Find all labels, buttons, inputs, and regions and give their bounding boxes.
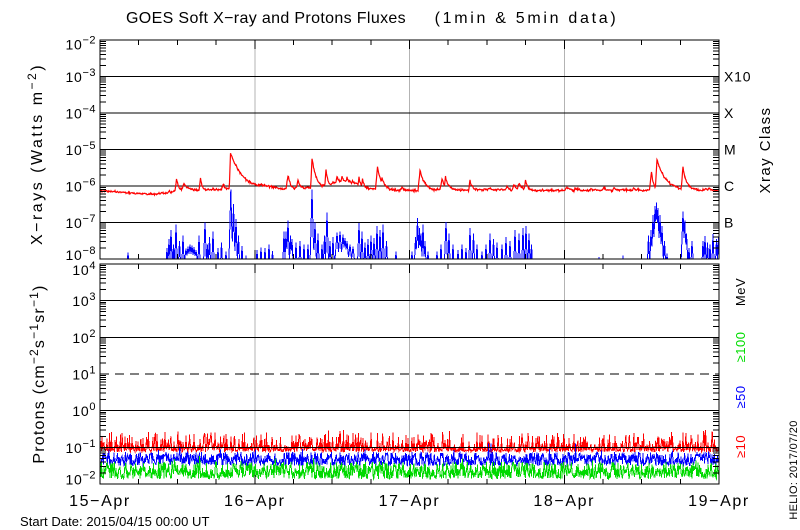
svg-text:GOES Soft X−ray and Protons Fl: GOES Soft X−ray and Protons Fluxes (1min…	[126, 10, 618, 27]
svg-text:HELIO: 2017/07/20: HELIO: 2017/07/20	[788, 420, 800, 519]
svg-text:X: X	[724, 105, 734, 121]
svg-text:MeV: MeV	[733, 278, 748, 306]
svg-text:≥10: ≥10	[733, 435, 748, 458]
svg-text:15−Apr: 15−Apr	[69, 493, 131, 510]
svg-text:19−Apr: 19−Apr	[688, 493, 750, 510]
svg-text:10−2: 10−2	[65, 470, 96, 488]
svg-text:Xray Class: Xray Class	[757, 106, 774, 193]
svg-text:16−Apr: 16−Apr	[224, 493, 286, 510]
svg-text:B: B	[724, 215, 734, 231]
svg-text:X−rays (Watts m−2): X−rays (Watts m−2)	[25, 63, 46, 245]
svg-text:Protons (cm−2s−1sr−1): Protons (cm−2s−1sr−1)	[27, 284, 48, 463]
svg-text:17−Apr: 17−Apr	[379, 493, 441, 510]
svg-text:≥100: ≥100	[733, 332, 748, 363]
svg-text:X10: X10	[724, 69, 751, 85]
svg-text:18−Apr: 18−Apr	[533, 493, 595, 510]
svg-text:Start Date: 2015/04/15 00:00 U: Start Date: 2015/04/15 00:00 UT	[20, 514, 209, 529]
svg-text:C: C	[724, 178, 735, 194]
svg-text:≥50: ≥50	[733, 385, 748, 408]
svg-text:M: M	[724, 142, 736, 158]
